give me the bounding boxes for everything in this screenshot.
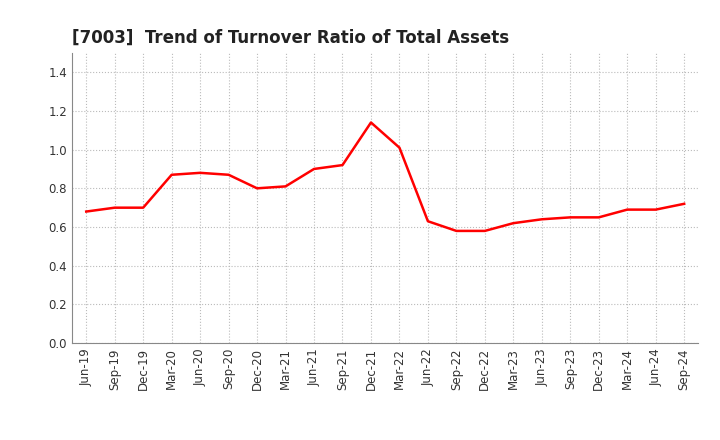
- Text: [7003]  Trend of Turnover Ratio of Total Assets: [7003] Trend of Turnover Ratio of Total …: [72, 29, 509, 47]
